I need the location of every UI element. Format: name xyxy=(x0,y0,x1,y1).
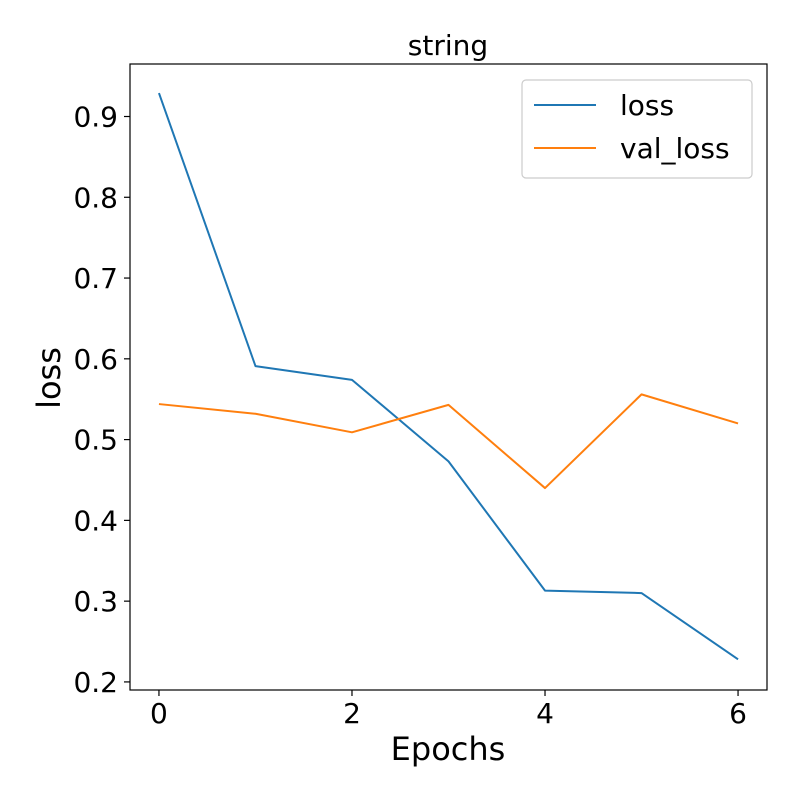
x-tick-label: 2 xyxy=(343,697,361,730)
x-axis-label: Epochs xyxy=(391,730,506,768)
plot-frame xyxy=(129,63,768,691)
series-lines xyxy=(158,92,739,661)
y-tick-label: 0.2 xyxy=(73,666,118,699)
axis-ticks: 0 2 4 6 0.2 0.3 0.4 0.5 0.6 0.7 0.8 0.9 xyxy=(73,101,746,730)
y-tick-label: 0.6 xyxy=(73,343,118,376)
y-tick-label: 0.8 xyxy=(73,181,118,214)
legend-label: loss xyxy=(620,89,674,122)
y-axis-label: loss xyxy=(30,347,68,409)
y-tick-label: 0.7 xyxy=(73,262,118,295)
plot-area xyxy=(129,63,768,691)
x-tick-label: 0 xyxy=(150,697,168,730)
legend: loss val_loss xyxy=(521,79,753,179)
x-tick-label: 6 xyxy=(729,697,747,730)
chart-title: string xyxy=(408,29,488,62)
legend-label: val_loss xyxy=(620,132,730,165)
y-tick-label: 0.3 xyxy=(73,585,118,618)
series-line-val-loss xyxy=(158,393,739,490)
y-tick-label: 0.9 xyxy=(73,101,118,134)
y-tick-label: 0.5 xyxy=(73,424,118,457)
y-tick-label: 0.4 xyxy=(73,504,118,537)
series-line-loss xyxy=(158,92,739,661)
x-tick-label: 4 xyxy=(536,697,554,730)
